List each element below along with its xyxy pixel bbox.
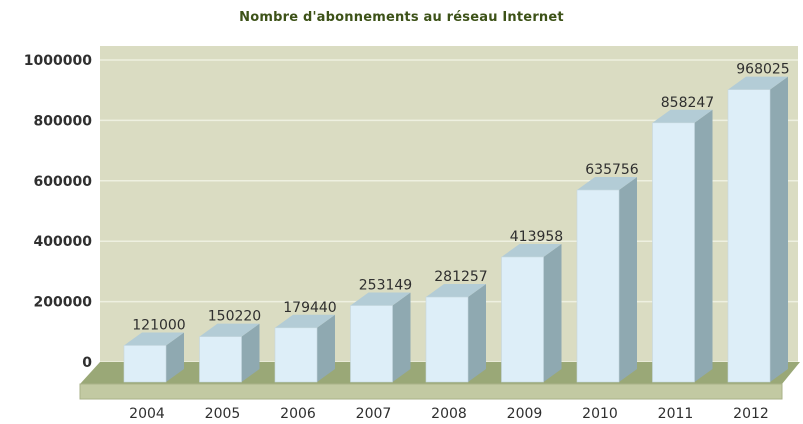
bar-front	[425, 296, 469, 383]
bar-side	[770, 76, 788, 383]
data-label-2009: 413958	[510, 229, 563, 245]
bar-side	[317, 314, 335, 382]
y-tick-label: 400000	[34, 234, 93, 250]
x-axis-ticks: 2004 2005 2006 2007 2008 2009 2010 2011 2012	[129, 406, 769, 422]
bar-side	[392, 292, 411, 382]
x-tick-label-2011: 2011	[658, 406, 694, 422]
x-tick-label-2009: 2009	[507, 406, 543, 422]
bar-side	[694, 109, 713, 383]
bar-2007	[350, 292, 411, 383]
y-tick-label: 1000000	[24, 53, 92, 69]
bar-top	[652, 109, 713, 123]
bar-front	[652, 122, 695, 383]
bar-2010	[576, 177, 637, 383]
bar-side	[543, 243, 562, 382]
bar-2005	[199, 323, 260, 383]
x-tick-label-2006: 2006	[280, 406, 316, 422]
bar-2009	[501, 243, 562, 383]
y-tick-label: 0	[82, 355, 92, 371]
bar-front	[727, 89, 771, 383]
x-tick-label-2007: 2007	[356, 406, 392, 422]
x-tick-label-2012: 2012	[733, 406, 769, 422]
x-tick-label-2004: 2004	[129, 406, 165, 422]
bar-front	[350, 305, 393, 383]
x-tick-label-2008: 2008	[431, 406, 467, 422]
bar-top	[577, 177, 637, 191]
bar-front	[274, 327, 318, 383]
bar-side	[468, 284, 486, 382]
bar-top	[350, 292, 411, 306]
bar-top	[728, 76, 788, 90]
bar-top	[124, 332, 184, 346]
chart-title: Nombre d'abonnements au réseau Internet	[239, 10, 564, 25]
data-label-2007: 253149	[359, 278, 412, 294]
y-tick-label: 200000	[34, 295, 93, 311]
y-tick-label: 600000	[34, 174, 93, 190]
data-label-2004: 121000	[132, 317, 185, 333]
x-tick-label-2010: 2010	[582, 406, 618, 422]
data-label-2011: 858247	[661, 95, 714, 111]
bar-top	[275, 314, 335, 328]
data-label-2006: 179440	[283, 300, 336, 316]
bar-2006	[274, 314, 335, 383]
bar-2012	[727, 76, 788, 383]
bar-2008	[425, 284, 486, 383]
bar-top	[426, 284, 486, 298]
data-label-2012: 968025	[736, 62, 789, 78]
bar-top	[501, 243, 562, 257]
bar-2004	[123, 332, 184, 383]
bar-front	[123, 345, 167, 383]
bar-front	[199, 336, 242, 383]
data-label-2010: 635756	[585, 162, 639, 178]
bar-side	[241, 323, 260, 382]
data-label-2008: 281257	[434, 269, 487, 285]
data-labels: 121000 150220 179440 253149 281257 413958 6357…	[132, 62, 789, 334]
bar-side	[619, 177, 637, 382]
bar-top	[199, 323, 260, 337]
bar-2011	[652, 109, 713, 383]
data-label-2005: 150220	[208, 309, 261, 325]
bar-front	[501, 256, 544, 383]
y-tick-label: 800000	[34, 113, 93, 129]
floor-front	[79, 383, 783, 400]
y-axis-ticks: 0 200000 400000 600000 800000 1000000	[24, 53, 92, 371]
bar-side	[166, 332, 184, 382]
bar-front	[576, 189, 620, 383]
bars	[123, 76, 788, 383]
x-tick-label-2005: 2005	[205, 406, 241, 422]
